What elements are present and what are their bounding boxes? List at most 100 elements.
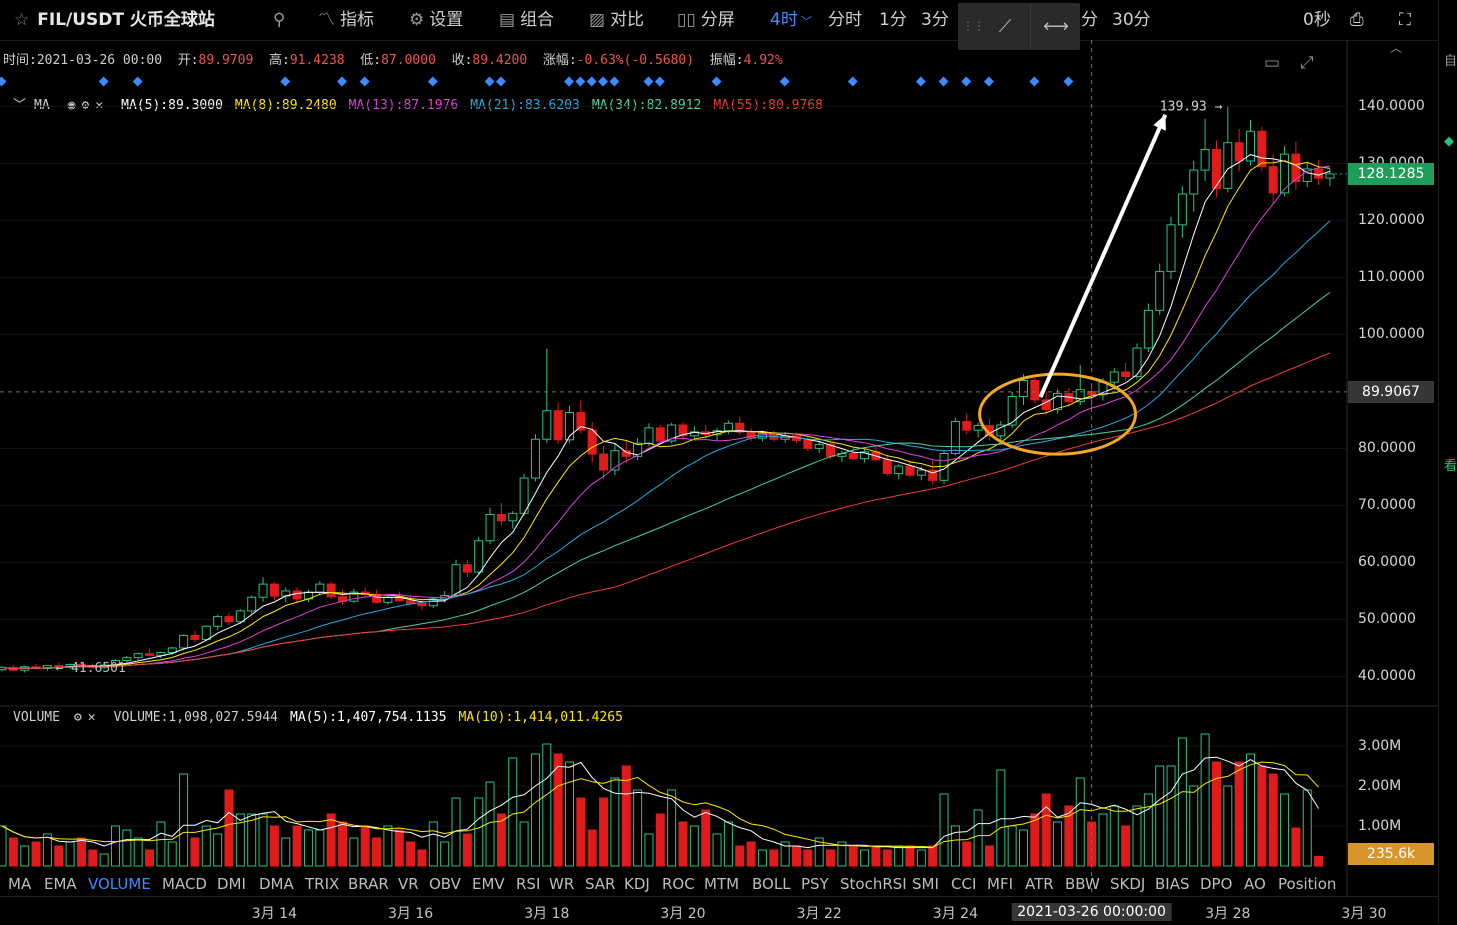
volume-bar (1007, 825, 1017, 867)
interval-15m[interactable]: 分 (1081, 10, 1098, 30)
indicator-tab-wr[interactable]: WR (549, 875, 575, 893)
indicator-tab-vr[interactable]: VR (398, 875, 419, 893)
indicator-tab-cci[interactable]: CCI (951, 875, 977, 893)
gear-icon[interactable]: ⚙ (81, 98, 90, 113)
volume-bar (1189, 785, 1199, 867)
indicator-tab-brar[interactable]: BRAR (348, 875, 389, 893)
indicator-tab-emv[interactable]: EMV (472, 875, 505, 893)
ma-line-13 (1, 165, 1331, 670)
indicator-tab-rsi[interactable]: RSI (516, 875, 541, 893)
indicator-tab-volume[interactable]: VOLUME (88, 875, 151, 893)
indicator-tab-roc[interactable]: ROC (662, 875, 695, 893)
volume-bar (406, 841, 416, 867)
volume-bar (667, 789, 677, 867)
volume-bar (281, 837, 291, 867)
indicator-tab-obv[interactable]: OBV (429, 875, 461, 893)
interval-30m[interactable]: 30分 (1112, 10, 1151, 30)
candle-body (1314, 168, 1324, 179)
candle (735, 416, 745, 436)
candle (0, 666, 7, 672)
indicator-tab-bbw[interactable]: BBW (1065, 875, 1100, 893)
event-marker (1029, 76, 1040, 87)
eye-icon[interactable]: ◉ (67, 98, 76, 113)
volume-bar (723, 821, 733, 867)
candle-body (1246, 130, 1255, 162)
candlestick-chart[interactable]: 139.93 → ← 41.6501 ▭ ⤢ ︿ (0, 0, 1438, 896)
indicator-tab-ema[interactable]: EMA (44, 875, 77, 893)
time-axis-label: 3月 14 (251, 906, 297, 922)
indicator-tab-dmi[interactable]: DMI (217, 875, 246, 893)
combo-button[interactable]: ▤ 组合 (499, 0, 554, 40)
indicator-tab-position[interactable]: Position (1278, 875, 1337, 893)
volume-bar (315, 829, 325, 867)
compare-label: 对比 (610, 10, 645, 30)
candle (326, 581, 336, 599)
event-marker (984, 76, 994, 87)
candle-body (894, 465, 904, 474)
indicator-tab-trix[interactable]: TRIX (305, 875, 340, 893)
indicator-tab-ao[interactable]: AO (1244, 875, 1266, 893)
indicator-tab-macd[interactable]: MACD (162, 875, 207, 893)
indicator-tab-kdj[interactable]: KDJ (624, 875, 650, 893)
interval-4h[interactable]: 4时 ﹀ (770, 0, 812, 40)
settings-button[interactable]: ⚙ 设置 (409, 0, 463, 40)
candle-body (383, 596, 393, 603)
indicator-tab-psy[interactable]: PSY (801, 875, 829, 893)
drag-handle-icon[interactable]: ⋮⋮ (962, 19, 985, 33)
trend-line-icon[interactable]: ⟋ (998, 16, 1012, 37)
symbol-title[interactable]: ☆ FIL/USDT 火币全球站 (14, 0, 215, 40)
indicator-tab-stochrsi[interactable]: StochRSI (840, 875, 907, 893)
candle-body (451, 564, 461, 597)
change-value: -0.63%(-0.5680) (576, 53, 695, 68)
volume-bar (962, 841, 972, 867)
volume-bar (973, 809, 983, 867)
interval-timeline[interactable]: 分时 (828, 10, 862, 30)
close-icon[interactable]: ✕ (87, 710, 96, 725)
indicators-button[interactable]: 〽指标 (318, 0, 374, 40)
candle (258, 577, 268, 602)
volume-bar (269, 825, 279, 867)
candle (1257, 126, 1267, 172)
volume-bar (757, 849, 767, 867)
indicator-tab-dpo[interactable]: DPO (1200, 875, 1233, 893)
gear-icon[interactable]: ⚙ (73, 710, 82, 725)
collapse-chevron-icon[interactable]: ﹀ (13, 98, 27, 113)
indicator-tab-skdj[interactable]: SKDJ (1110, 875, 1146, 893)
volume-bar (1234, 761, 1244, 867)
indicator-tab-dma[interactable]: DMA (259, 875, 294, 893)
split-label: 分屏 (700, 10, 735, 30)
search-button[interactable]: ⚲ (273, 0, 290, 40)
close-icon[interactable]: ✕ (95, 98, 104, 113)
candle-body (0, 666, 7, 671)
indicator-tab-sar[interactable]: SAR (585, 875, 616, 893)
indicator-tab-smi[interactable]: SMI (912, 875, 939, 893)
event-marker (643, 76, 654, 87)
indicator-tab-mfi[interactable]: MFI (987, 875, 1013, 893)
star-icon[interactable]: ☆ (14, 10, 30, 30)
candle-body (882, 459, 892, 474)
indicator-tab-atr[interactable]: ATR (1025, 875, 1054, 893)
compare-button[interactable]: ▨ 对比 (589, 0, 644, 40)
volume-bar (1064, 805, 1074, 867)
candle (508, 511, 518, 529)
volume-legend: VOLUME ⚙ ✕ VOLUME:1,098,027.5944 MA(5):1,407… (13, 710, 647, 725)
indicator-tab-mtm[interactable]: MTM (704, 875, 740, 893)
interval-1m[interactable]: 1分 (879, 10, 907, 30)
indicator-tab-boll[interactable]: BOLL (752, 875, 791, 893)
interval-3m[interactable]: 3分 (921, 10, 949, 30)
volume-axis-label: 2.00M (1358, 778, 1402, 794)
ma-legend-item: MA(55):80.9768 (713, 98, 823, 113)
candle-body (587, 429, 597, 455)
fullscreen-icon[interactable]: ⛶ (1399, 10, 1411, 30)
countdown: 0秒 (1303, 10, 1331, 30)
split-screen-button[interactable]: ▯▯ 分屏 (677, 0, 735, 40)
indicator-tab-ma[interactable]: MA (8, 875, 32, 893)
indicator-tab-bias[interactable]: BIAS (1155, 875, 1190, 893)
price-axis-label: 110.0000 (1358, 269, 1425, 286)
horizontal-ray-icon[interactable]: ⟷ (1030, 3, 1081, 50)
candle-body (973, 425, 983, 431)
volume-bar (42, 833, 52, 867)
volume-bar (519, 821, 529, 867)
camera-icon[interactable]: ⎙ (1350, 10, 1364, 30)
low-value: 87.0000 (381, 53, 436, 68)
